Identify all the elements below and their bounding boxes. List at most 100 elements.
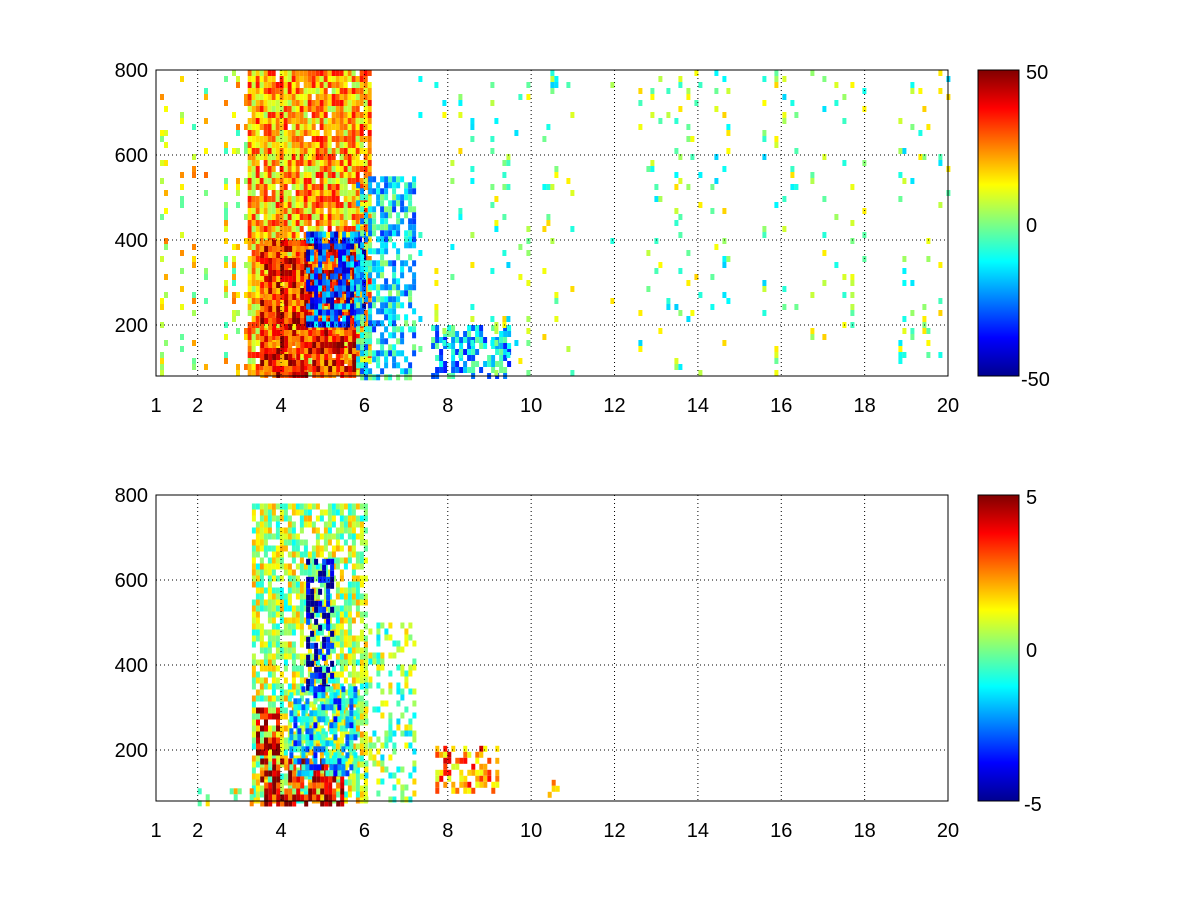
heatmap-cell bbox=[412, 278, 417, 285]
heatmap-cell bbox=[272, 318, 277, 324]
heatmap-cell bbox=[307, 551, 312, 558]
heatmap-cell bbox=[260, 342, 265, 348]
heatmap-cell bbox=[251, 352, 256, 358]
heatmap-cell bbox=[367, 142, 372, 148]
heatmap-cell bbox=[340, 372, 345, 378]
heatmap-cell bbox=[251, 274, 256, 280]
heatmap-cell bbox=[264, 372, 269, 378]
heatmap-cell bbox=[247, 232, 252, 238]
heatmap-cell bbox=[323, 689, 328, 696]
heatmap-cell bbox=[349, 728, 354, 735]
heatmap-cell bbox=[359, 647, 364, 654]
heatmap-cell bbox=[400, 712, 405, 719]
heatmap-cell bbox=[267, 563, 272, 570]
heatmap-cell bbox=[299, 142, 304, 148]
heatmap-cell bbox=[323, 743, 328, 750]
heatmap-cell bbox=[323, 509, 328, 516]
heatmap-cell bbox=[359, 184, 364, 190]
heatmap-cell bbox=[400, 332, 405, 339]
heatmap-cell bbox=[335, 653, 340, 660]
heatmap-cell bbox=[348, 360, 353, 366]
heatmap-cell bbox=[263, 322, 268, 328]
heatmap-cell bbox=[291, 202, 296, 208]
heatmap-cell bbox=[358, 297, 363, 304]
heatmap-cell bbox=[271, 569, 276, 576]
heatmap-cell bbox=[404, 730, 409, 737]
heatmap-cell bbox=[396, 646, 401, 653]
heatmap-cell bbox=[355, 635, 360, 642]
heatmap-cell bbox=[306, 267, 311, 274]
heatmap-cell bbox=[348, 252, 353, 258]
heatmap-cell bbox=[327, 220, 332, 226]
heatmap-cell bbox=[439, 769, 444, 776]
heatmap-cell bbox=[408, 772, 413, 779]
heatmap-cell bbox=[324, 372, 329, 378]
heatmap-cell bbox=[259, 533, 264, 540]
heatmap-cell bbox=[392, 772, 397, 779]
heatmap-cell bbox=[363, 202, 368, 208]
heatmap-cell bbox=[339, 148, 344, 154]
heatmap-cell bbox=[336, 240, 341, 246]
heatmap-cell bbox=[714, 106, 719, 112]
heatmap-cell bbox=[342, 303, 347, 310]
heatmap-cell bbox=[251, 106, 256, 112]
heatmap-cell bbox=[287, 701, 292, 708]
heatmap-cell bbox=[455, 331, 460, 337]
heatmap-cell bbox=[327, 154, 332, 160]
heatmap-cell bbox=[259, 196, 264, 202]
heatmap-cell bbox=[359, 563, 364, 570]
heatmap-cell bbox=[275, 130, 280, 136]
heatmap-cell bbox=[350, 285, 355, 292]
heatmap-cell bbox=[418, 316, 423, 322]
heatmap-cell bbox=[326, 297, 331, 304]
heatmap-cell bbox=[306, 558, 311, 565]
heatmap-cell bbox=[307, 701, 312, 708]
heatmap-cell bbox=[455, 757, 460, 764]
heatmap-cell bbox=[284, 312, 289, 318]
heatmap-cell bbox=[364, 218, 369, 225]
heatmap-cell bbox=[335, 184, 340, 190]
heatmap-cell bbox=[347, 515, 352, 522]
heatmap-cell bbox=[550, 88, 555, 94]
heatmap-cell bbox=[251, 124, 256, 130]
heatmap-cell bbox=[259, 545, 264, 552]
heatmap-cell bbox=[502, 184, 507, 190]
heatmap-cell bbox=[910, 178, 915, 184]
heatmap-cell bbox=[280, 288, 285, 294]
heatmap-cell bbox=[926, 238, 931, 244]
heatmap-cell bbox=[343, 94, 348, 100]
heatmap-cell bbox=[251, 142, 256, 148]
heatmap-cell bbox=[507, 343, 512, 349]
heatmap-cell bbox=[318, 243, 323, 250]
heatmap-cell bbox=[255, 725, 260, 732]
heatmap-cell bbox=[295, 611, 300, 618]
heatmap-cell bbox=[360, 194, 365, 201]
heatmap-cell bbox=[344, 312, 349, 318]
heatmap-cell bbox=[332, 282, 337, 288]
heatmap-cell bbox=[339, 509, 344, 516]
heatmap-cell bbox=[287, 196, 292, 202]
heatmap-cell bbox=[291, 557, 296, 564]
heatmap-cell bbox=[263, 629, 268, 636]
heatmap-cell bbox=[263, 641, 268, 648]
heatmap-cell bbox=[412, 778, 417, 785]
heatmap-cell bbox=[276, 318, 281, 324]
heatmap-cell bbox=[686, 136, 691, 142]
heatmap-cell bbox=[327, 653, 332, 660]
heatmap-cell bbox=[372, 320, 377, 327]
heatmap-cell bbox=[251, 743, 256, 750]
heatmap-cell bbox=[255, 256, 260, 262]
heatmap-cell bbox=[435, 355, 440, 361]
heatmap-cell bbox=[314, 618, 319, 625]
heatmap-cell bbox=[276, 252, 281, 258]
heatmap-cell bbox=[315, 659, 320, 666]
heatmap-cell bbox=[276, 246, 281, 252]
heatmap-cell bbox=[318, 249, 323, 256]
heatmap-cell bbox=[313, 686, 318, 693]
heatmap-cell bbox=[319, 112, 324, 118]
heatmap-cell bbox=[304, 354, 309, 360]
heatmap-cell bbox=[352, 330, 357, 336]
heatmap-cell bbox=[336, 800, 341, 807]
heatmap-cell bbox=[347, 545, 352, 552]
heatmap-cell bbox=[247, 262, 252, 268]
